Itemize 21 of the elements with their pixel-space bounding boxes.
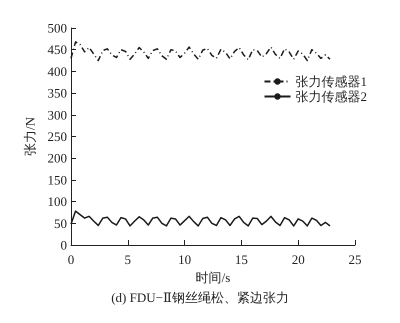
legend-label: 张力传感器2 [296, 89, 367, 104]
x-tick-label: 5 [124, 252, 132, 267]
y-tick-label: 350 [48, 86, 67, 101]
x-axis-title: 时间/s [196, 270, 230, 285]
y-tick-label: 50 [54, 216, 67, 231]
legend-label: 张力传感器1 [296, 74, 367, 89]
x-tick-label: 15 [234, 252, 248, 267]
y-tick-label: 200 [48, 150, 67, 166]
y-tick-label: 100 [48, 194, 67, 210]
y-tick-label: 400 [48, 64, 67, 79]
x-tick-label: 20 [292, 252, 305, 267]
x-tick-label: 10 [178, 252, 192, 267]
y-tick-label: 250 [48, 129, 67, 144]
x-tick-label: 25 [348, 252, 362, 267]
y-axis-title: 张力/N [22, 116, 38, 156]
y-tick-label: 300 [48, 107, 67, 122]
y-tick-label: 500 [48, 20, 67, 36]
y-tick-label: 0 [60, 238, 67, 252]
text: (d) FDU−Ⅱ钢丝绳松、紧边张力 [111, 290, 289, 305]
y-tick-label: 450 [48, 42, 67, 58]
y-tick-label: 150 [48, 172, 67, 188]
